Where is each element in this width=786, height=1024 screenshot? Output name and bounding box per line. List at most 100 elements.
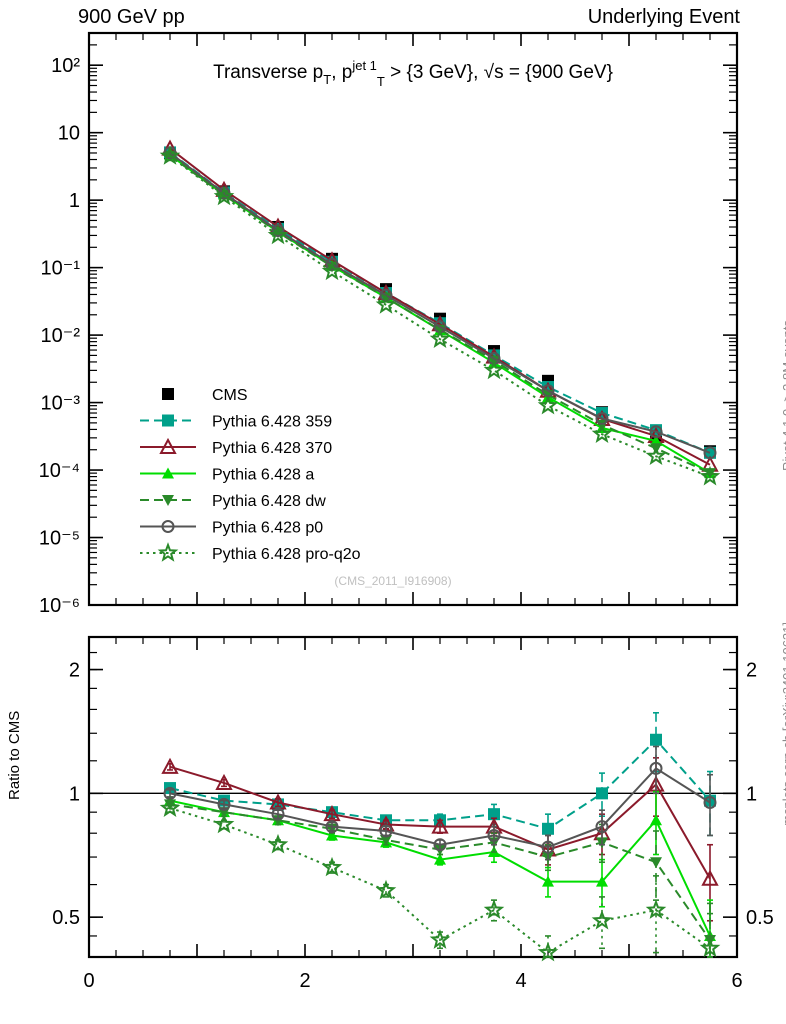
- legend-entry-pythia-6-428-359[interactable]: Pythia 6.428 359: [140, 414, 332, 431]
- marker-star: [591, 423, 613, 444]
- series-pythia-6-428-p0: [163, 146, 717, 460]
- marker-triangle-up: [650, 814, 662, 826]
- legend-entry-pythia-6-428-a[interactable]: Pythia 6.428 a: [140, 467, 314, 484]
- marker-circle: [379, 288, 393, 302]
- marker-circle: [271, 807, 285, 821]
- main-y-tick-label: 10⁻⁶: [39, 595, 80, 617]
- marker-square: [650, 733, 662, 746]
- marker-triangle-up: [162, 467, 174, 479]
- marker-star: [699, 465, 721, 486]
- marker-star: [213, 185, 235, 206]
- marker-circle: [217, 797, 231, 811]
- marker-star: [591, 910, 613, 930]
- marker-square: [542, 822, 554, 835]
- marker-circle: [703, 796, 717, 810]
- x-tick-label: 6: [731, 970, 742, 992]
- ratio-y-tick-label: 2: [69, 660, 80, 682]
- legend-label: Pythia 6.428 370: [212, 440, 332, 457]
- header-left-label: 900 GeV pp: [78, 6, 185, 28]
- marker-triangle-up: [650, 434, 662, 446]
- series-line: [169, 151, 711, 454]
- marker-star: [699, 937, 721, 958]
- series-line: [169, 155, 711, 478]
- series-line: [169, 147, 711, 466]
- series-pythia-6-428-pro-q2o: [159, 145, 721, 486]
- marker-star: [159, 797, 181, 818]
- marker-star: [429, 929, 451, 949]
- legend-label: Pythia 6.428 p0: [212, 520, 323, 537]
- marker-star: [375, 294, 397, 314]
- marker-square: [488, 808, 500, 821]
- analysis-id-watermark: (CMS_2011_I916908): [334, 574, 451, 588]
- ratio-series-pythia-6-428-pro-q2o: [159, 797, 721, 962]
- marker-star: [157, 542, 179, 562]
- main-plot-title: Transverse pT, pjet 1T > {3 GeV}, √s = {…: [213, 58, 613, 89]
- legend-entry-pythia-6-428-370[interactable]: Pythia 6.428 370: [140, 437, 332, 457]
- legend-entry-pythia-6-428-dw[interactable]: Pythia 6.428 dw: [140, 493, 326, 510]
- main-panel-frame: [87, 31, 739, 607]
- marker-star: [537, 394, 559, 415]
- marker-star: [483, 899, 505, 919]
- legend-label: Pythia 6.428 pro-q2o: [212, 546, 361, 563]
- x-tick-label: 2: [299, 970, 310, 992]
- marker-triangle-up: [215, 773, 233, 790]
- main-y-tick-label: 10: [58, 123, 80, 145]
- marker-triangle-up: [596, 875, 608, 887]
- legend-label: Pythia 6.428 dw: [212, 493, 326, 510]
- main-y-tick-label: 10⁻²: [41, 325, 81, 347]
- series-pythia-6-428-359: [164, 146, 716, 459]
- main-y-tick-label: 1: [69, 190, 80, 212]
- marker-circle: [487, 828, 501, 842]
- legend-label: CMS: [212, 387, 248, 404]
- marker-star: [267, 224, 289, 245]
- marker-triangle-up: [161, 757, 179, 774]
- marker-star: [213, 813, 235, 834]
- x-tick-label: 0: [83, 970, 94, 992]
- main-y-tick-label: 10⁻³: [41, 393, 81, 415]
- marker-circle: [433, 838, 447, 852]
- marker-triangle-down: [380, 835, 392, 847]
- legend-entry-pythia-6-428-p0[interactable]: Pythia 6.428 p0: [140, 520, 323, 537]
- marker-star: [321, 856, 343, 877]
- marker-triangle-up: [434, 853, 446, 865]
- legend-label: Pythia 6.428 a: [212, 467, 314, 484]
- marker-triangle-up: [326, 829, 338, 841]
- main-y-tick-label: 10⁻⁴: [39, 460, 80, 482]
- ratio-y-tick-label-right: 0.5: [746, 907, 774, 929]
- marker-triangle-down: [272, 227, 284, 239]
- marker-triangle-up: [159, 437, 177, 454]
- marker-circle: [649, 425, 663, 439]
- marker-square: [162, 414, 174, 427]
- marker-square: [162, 388, 174, 400]
- marker-star: [483, 359, 505, 380]
- x-tick-label: 4: [515, 970, 526, 992]
- marker-star: [537, 941, 559, 962]
- marker-triangle-down: [162, 495, 174, 506]
- marker-triangle-up: [542, 875, 554, 887]
- marker-star: [645, 445, 667, 466]
- marker-circle: [325, 820, 339, 834]
- ratio-y-tick-label-right: 1: [746, 783, 757, 805]
- marker-circle: [379, 824, 393, 838]
- series-cms: [164, 146, 716, 458]
- legend-entry-pythia-6-428-pro-q2o[interactable]: Pythia 6.428 pro-q2o: [140, 542, 361, 563]
- marker-circle: [541, 840, 555, 854]
- ratio-series-pythia-6-428-p0: [163, 745, 717, 861]
- main-y-tick-label: 10⁻⁵: [39, 528, 80, 550]
- marker-star: [645, 899, 667, 919]
- ratio-y-tick-label-right: 2: [746, 660, 757, 682]
- legend-entry-cms[interactable]: CMS: [162, 387, 248, 404]
- header-right-label: Underlying Event: [587, 6, 740, 28]
- marker-star: [375, 879, 397, 900]
- marker-circle: [595, 820, 609, 834]
- series-line: [169, 152, 711, 454]
- marker-square: [704, 446, 716, 459]
- marker-square: [596, 787, 608, 800]
- marker-star: [267, 833, 289, 854]
- ratio-y-tick-label: 0.5: [52, 907, 80, 929]
- marker-circle: [703, 446, 717, 460]
- marker-star: [321, 260, 343, 281]
- marker-circle: [161, 520, 175, 533]
- marker-star: [159, 145, 181, 165]
